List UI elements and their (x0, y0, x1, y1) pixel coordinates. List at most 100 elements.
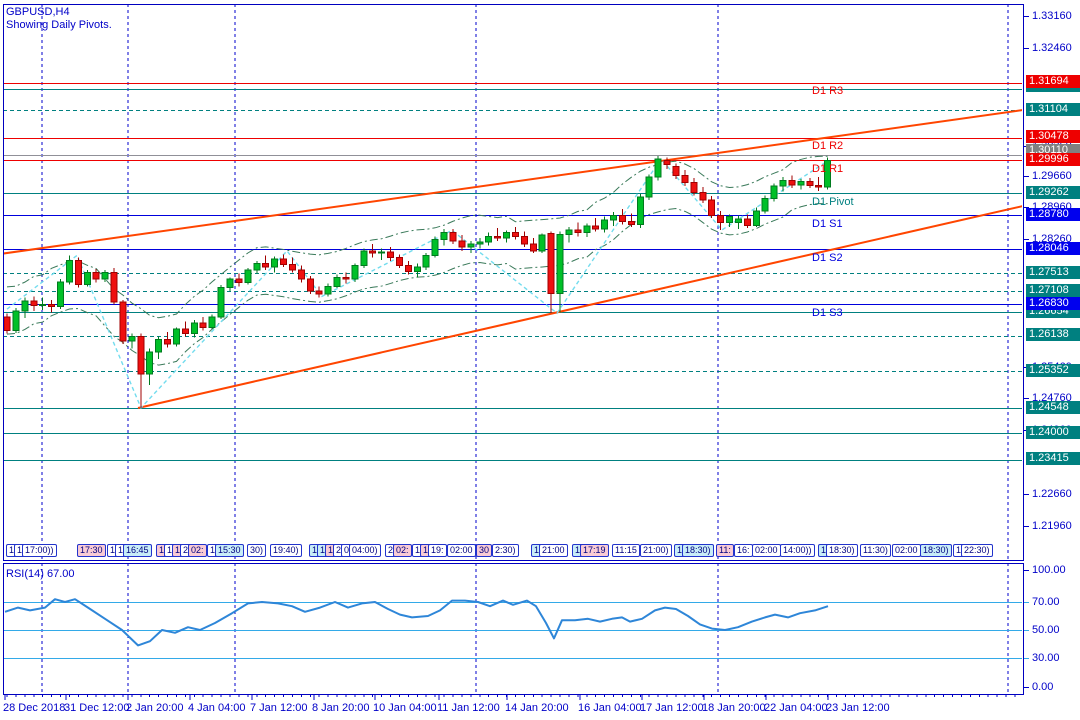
event-time-tag[interactable]: 21:00) (640, 544, 672, 557)
rsi-axis-label: 50.00 (1032, 624, 1060, 636)
time-axis-label: 31 Dec 12:00 (64, 702, 130, 714)
candle-body (315, 290, 323, 295)
event-time-tag[interactable]: 17:00)) (22, 544, 57, 557)
price-level-badge: 1.28046 (1026, 242, 1080, 255)
candle-body (119, 301, 127, 342)
candle-body (690, 182, 698, 194)
chart-subtitle: Showing Daily Pivots. (6, 19, 112, 31)
candle-body (387, 251, 395, 259)
event-time-tag[interactable]: 11:15 (612, 544, 640, 557)
candle-body (788, 179, 796, 186)
candle-body (395, 257, 403, 266)
candle-body (297, 269, 305, 280)
candle-body (351, 264, 359, 280)
rsi-panel-border (3, 563, 1024, 695)
candle-body (65, 259, 73, 283)
time-axis-label: 10 Jan 04:00 (373, 702, 437, 714)
candle-body (306, 278, 314, 292)
event-time-tag[interactable]: 04:00) (349, 544, 381, 557)
time-axis-label: 28 Dec 2018 (3, 702, 66, 714)
rsi-indicator-label: RSI(14) 67.00 (6, 568, 75, 580)
event-time-tag[interactable]: 19: (428, 544, 447, 557)
candle-body (48, 304, 56, 307)
event-time-tag[interactable]: 17:30 (77, 544, 106, 557)
event-time-tag[interactable]: 02: (188, 544, 207, 557)
candle-body (288, 264, 296, 271)
candle-body (21, 300, 29, 312)
candle-body (333, 276, 341, 287)
candle-body (280, 258, 288, 266)
candle-body (342, 276, 350, 280)
candle-body (449, 232, 457, 242)
candle-body (262, 263, 270, 268)
candle-body (378, 251, 386, 254)
event-time-tag[interactable]: 16: (734, 544, 753, 557)
candle-body (404, 264, 412, 272)
candle-body (164, 339, 172, 345)
candle-body (565, 229, 573, 235)
candle-body (146, 351, 154, 375)
candle-body (770, 185, 778, 200)
pivot-line-label: D1 R2 (812, 140, 844, 152)
event-time-tag[interactable]: 02: (393, 544, 412, 557)
time-axis-label: 17 Jan 12:00 (640, 702, 704, 714)
candle-body (743, 218, 751, 226)
price-axis-label: 1.21960 (1032, 520, 1072, 532)
candle-body (30, 300, 38, 306)
price-level-badge: 1.31694 (1026, 75, 1080, 88)
candle-body (74, 259, 82, 286)
candle-body (654, 158, 662, 178)
event-time-tag[interactable]: 18:30) (920, 544, 952, 557)
price-level-badge: 1.25352 (1026, 364, 1080, 377)
event-time-tag[interactable]: 02:00 (752, 544, 781, 557)
event-time-tag[interactable]: 21:00 (539, 544, 568, 557)
event-time-tag[interactable]: 19:40) (270, 544, 302, 557)
price-level-badge: 1.24000 (1026, 426, 1080, 439)
event-time-tag[interactable]: 30) (247, 544, 267, 557)
candle-body (645, 176, 653, 198)
pivot-line-label: D1 R3 (812, 85, 844, 97)
event-time-tag[interactable]: 18:30) (682, 544, 714, 557)
time-axis-label: 2 Jan 20:00 (126, 702, 184, 714)
event-time-tag[interactable]: 15:30 (215, 544, 244, 557)
candle-body (12, 310, 20, 332)
event-time-tag[interactable]: 17:19 (580, 544, 609, 557)
candle-body (431, 238, 439, 256)
event-time-tag[interactable]: 11: (716, 544, 734, 557)
rsi-line (4, 598, 829, 647)
event-time-tag[interactable]: 22:30) (961, 544, 993, 557)
time-axis-label: 11 Jan 12:00 (437, 702, 500, 714)
pivot-line-label: D1 S2 (812, 252, 843, 264)
pivot-line-label: D1 R1 (812, 163, 844, 175)
candle-body (726, 216, 734, 224)
price-level-badge: 1.26138 (1026, 328, 1080, 341)
price-level-badge: 1.31104 (1026, 103, 1080, 116)
pivot-line-label: D1 S1 (812, 218, 843, 230)
zigzag-line (6, 157, 829, 410)
candle-body (752, 210, 760, 226)
event-time-tag[interactable]: 02:00 (892, 544, 921, 557)
candle-body (253, 263, 261, 271)
candle-body (556, 233, 564, 295)
candle-body (779, 179, 787, 187)
event-time-tag[interactable]: 16:45 (123, 544, 152, 557)
event-time-tag[interactable]: 2:30) (492, 544, 519, 557)
candle-body (467, 243, 475, 248)
chart-symbol-title: GBPUSD,H4 (6, 6, 70, 18)
candle-body (422, 254, 430, 268)
candle-body (110, 272, 118, 303)
event-time-tag[interactable]: 18:30) (826, 544, 858, 557)
candle-body (797, 181, 805, 186)
candle-body (708, 199, 716, 216)
event-time-tag[interactable]: 11:30) (860, 544, 891, 557)
time-axis-label: 8 Jan 20:00 (312, 702, 370, 714)
time-axis-label: 14 Jan 20:00 (505, 702, 569, 714)
event-time-tag[interactable]: 30 (476, 544, 493, 557)
candle-body (137, 335, 145, 375)
candle-body (128, 335, 136, 342)
event-time-tag[interactable]: 14:00)) (780, 544, 815, 557)
candle-body (271, 258, 279, 268)
event-time-tag[interactable]: 02:00 (447, 544, 476, 557)
